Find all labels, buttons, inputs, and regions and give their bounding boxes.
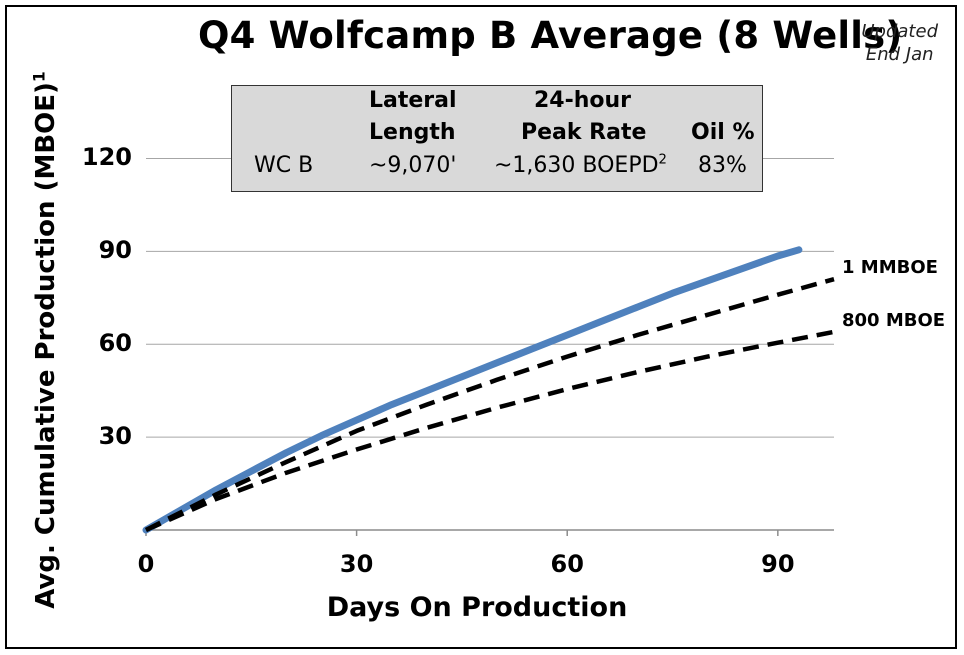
row-oil: 83% [698, 153, 747, 178]
header-length: Length [369, 120, 456, 145]
series-line-average [142, 246, 803, 534]
header-24-hour: 24-hour [534, 88, 632, 113]
x-tick-label-60: 60 [550, 550, 584, 578]
y-tick-label-30: 30 [98, 422, 132, 451]
header-oil-pct: Oil % [691, 120, 755, 145]
update-note: Updated End Jan [861, 20, 938, 66]
row-name: WC B [254, 153, 314, 178]
x-tick-label-90: 90 [761, 550, 795, 578]
x-tick-label-0: 0 [137, 550, 155, 578]
header-peak-rate: Peak Rate [521, 120, 647, 145]
x-axis-label: Days On Production [326, 592, 628, 623]
x-tick-label-30: 30 [339, 550, 374, 578]
header-lateral: Lateral [369, 88, 457, 113]
update-note-line1: Updated [861, 21, 938, 42]
chart-title: Q4 Wolfcamp B Average (8 Wells) [198, 14, 903, 57]
series-label-800-mboe: 800 MBOE [842, 309, 946, 331]
series-line-1-mmboe [144, 277, 835, 533]
row-peak-rate: ~1,630 BOEPD2 [494, 152, 667, 178]
y-tick-label-120: 120 [81, 143, 132, 172]
update-note-line2: End Jan [865, 44, 934, 65]
well-info-table: Lateral 24-hour Length Peak Rate Oil % W… [231, 85, 763, 192]
series-label-1-mmboe: 1 MMBOE [842, 257, 938, 279]
y-tick-label-60: 60 [98, 329, 132, 358]
row-lateral: ~9,070' [369, 153, 457, 178]
series-line-800-mboe [145, 329, 835, 533]
y-tick-label-90: 90 [98, 236, 132, 265]
